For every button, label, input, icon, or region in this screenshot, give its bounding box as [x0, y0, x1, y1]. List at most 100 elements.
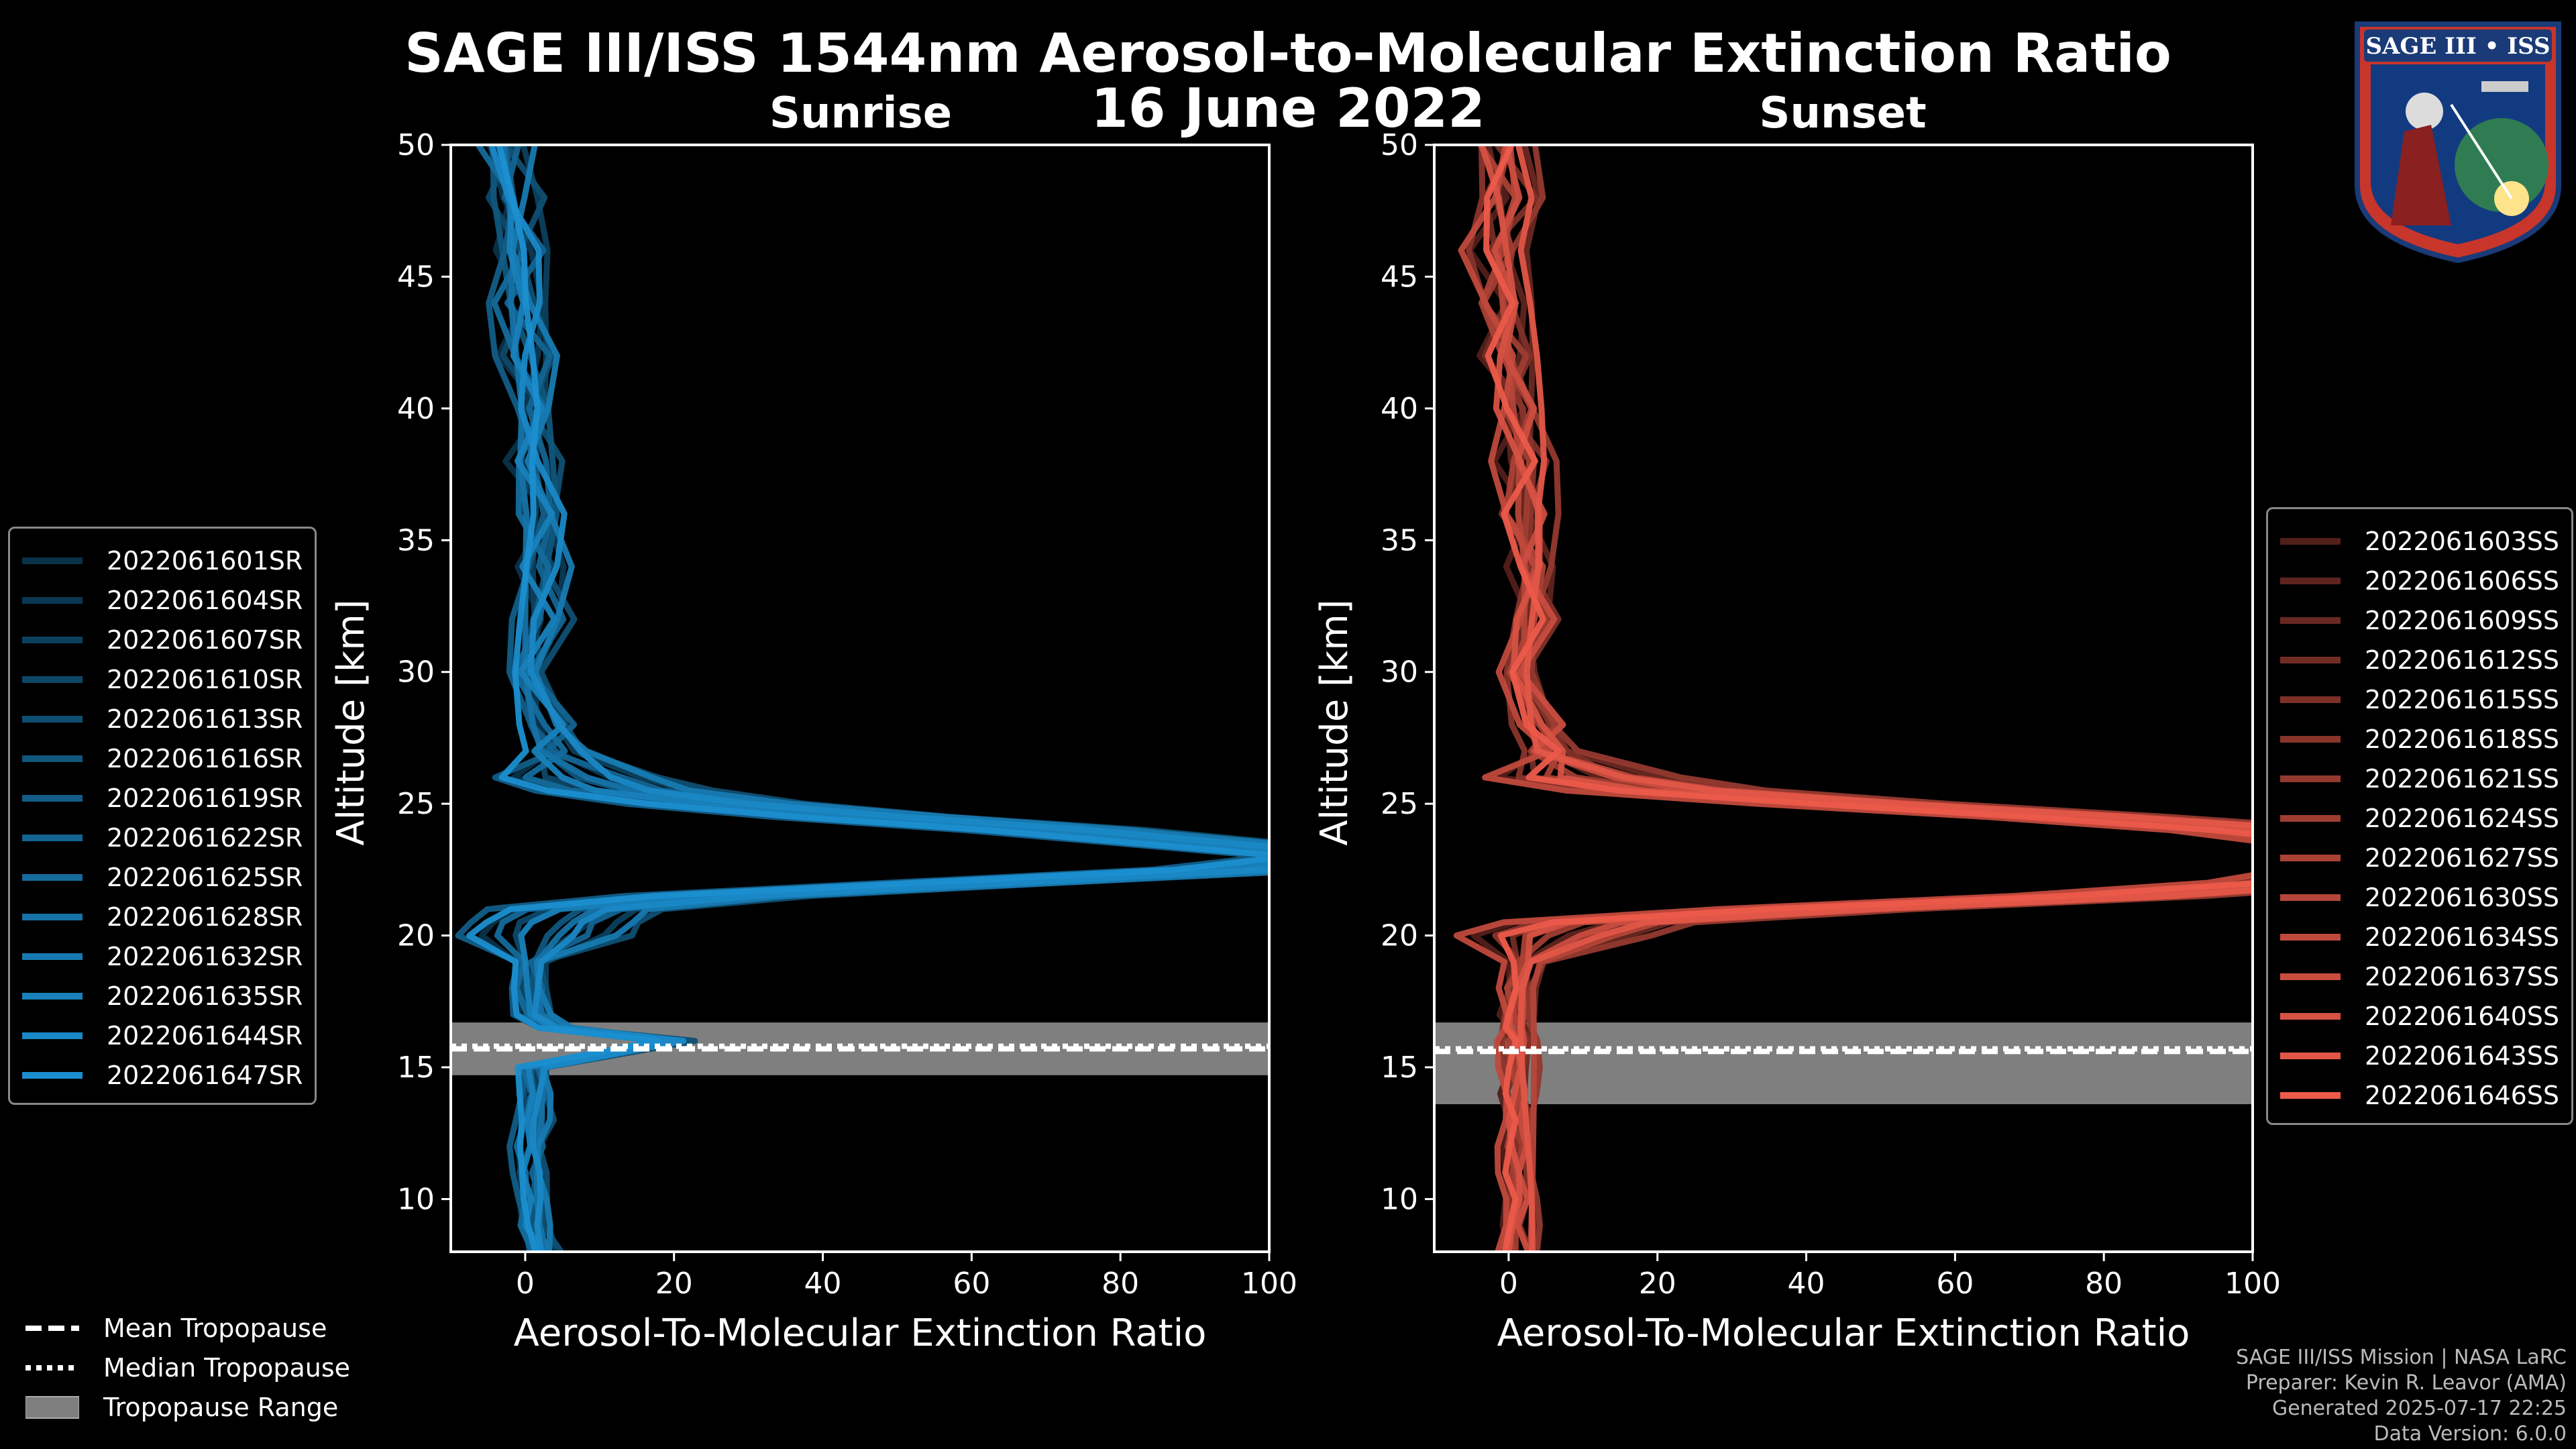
sunrise-ytick-label: 45	[397, 260, 435, 294]
legend-item-2022061619SR: 2022061619SR	[22, 778, 303, 818]
sunrise-plot: 0 20 40 60 80 100 10 15 20 25 30 35 40 45 50 Aerosol-To…	[329, 128, 1297, 1355]
sunrise-xtick-label: 0	[516, 1267, 535, 1301]
legend-swatch	[2280, 616, 2341, 624]
sunset-xtick-label: 80	[2085, 1267, 2123, 1301]
sunrise-xlabel: Aerosol-To-Molecular Extinction Ratio	[514, 1311, 1207, 1355]
legend-swatch	[22, 755, 83, 762]
legend-swatch	[2280, 814, 2341, 822]
sunset-ytick-label: 20	[1381, 919, 1418, 953]
legend-item-2022061601SR: 2022061601SR	[22, 541, 303, 580]
legend-swatch	[2280, 696, 2341, 703]
sunset-ytick-label: 10	[1381, 1182, 1418, 1216]
legend-swatch	[22, 794, 83, 802]
legend-label: 2022061612SS	[2365, 645, 2560, 675]
legend-swatch	[22, 557, 83, 564]
sunset-legend: 2022061603SS 2022061606SS 2022061609SS 2022…	[2266, 507, 2574, 1125]
legend-swatch	[22, 1071, 83, 1079]
credits: SAGE III/ISS Mission | NASA LaRC Prepare…	[2236, 1345, 2567, 1447]
legend-item-2022061646SS: 2022061646SS	[2280, 1075, 2559, 1115]
legend-swatch	[2280, 854, 2341, 861]
legend-label: 2022061604SR	[107, 585, 303, 615]
tropopause-range-label: Tropopause Range	[103, 1392, 339, 1422]
legend-label: 2022061634SS	[2365, 922, 2560, 952]
legend-swatch	[2280, 933, 2341, 941]
legend-swatch	[22, 834, 83, 841]
legend-item-2022061640SS: 2022061640SS	[2280, 996, 2559, 1036]
legend-label: 2022061647SR	[107, 1060, 303, 1090]
legend-label: 2022061637SS	[2365, 961, 2560, 991]
legend-item-2022061643SS: 2022061643SS	[2280, 1036, 2559, 1075]
legend-label: 2022061632SR	[107, 941, 303, 971]
legend-label: 2022061646SS	[2365, 1080, 2560, 1110]
sunrise-ylabel: Altitude [km]	[329, 599, 373, 845]
sunset-ytick-label: 25	[1381, 787, 1418, 821]
sunset-xlabel: Aerosol-To-Molecular Extinction Ratio	[1497, 1311, 2190, 1355]
legend-label: 2022061609SS	[2365, 605, 2560, 635]
sunset-plot: 0 20 40 60 80 100 10 15 20 25 30 35 40 45 50 Aerosol-To…	[1313, 128, 2281, 1355]
legend-item-2022061627SS: 2022061627SS	[2280, 838, 2559, 877]
legend-swatch	[22, 913, 83, 920]
sunset-xtick-label: 100	[2224, 1267, 2281, 1301]
figure-icon	[2391, 125, 2451, 225]
legend-label: 2022061603SS	[2365, 526, 2560, 556]
series-2022061630SS	[1494, 145, 2253, 1252]
legend-label: 2022061618SS	[2365, 724, 2560, 754]
legend-swatch	[2280, 656, 2341, 663]
tropopause-legend: Mean Tropopause Median Tropopause Tropop…	[25, 1308, 350, 1427]
series-2022061628SR	[500, 145, 1269, 1252]
legend-label: 2022061610SR	[107, 664, 303, 694]
sunrise-xtick-label: 20	[655, 1267, 693, 1301]
legend-label: 2022061643SS	[2365, 1040, 2560, 1071]
series-2022061647SR	[466, 145, 1269, 1252]
sunrise-ytick-label: 20	[397, 919, 435, 953]
sunrise-xtick-label: 60	[953, 1267, 990, 1301]
legend-label: 2022061622SR	[107, 822, 303, 853]
legend-label: 2022061640SS	[2365, 1001, 2560, 1031]
sunset-ytick-label: 35	[1381, 523, 1418, 557]
sunrise-ytick-label: 25	[397, 787, 435, 821]
legend-item-2022061610SR: 2022061610SR	[22, 659, 303, 699]
tropopause-range-swatch	[25, 1395, 79, 1419]
series-2022061635SR	[495, 145, 1269, 1252]
series-2022061619SR	[455, 145, 1269, 1252]
sunrise-ytick-label: 15	[397, 1051, 435, 1085]
legend-item-2022061613SR: 2022061613SR	[22, 699, 303, 739]
legend-swatch	[22, 636, 83, 643]
legend-item-2022061607SR: 2022061607SR	[22, 620, 303, 659]
sunrise-ytick-label: 35	[397, 523, 435, 557]
legend-item-2022061635SR: 2022061635SR	[22, 976, 303, 1016]
legend-item-2022061624SS: 2022061624SS	[2280, 798, 2559, 838]
legend-item-2022061616SR: 2022061616SR	[22, 739, 303, 778]
credits-version: Data Version: 6.0.0	[2373, 1422, 2567, 1446]
legend-item-2022061630SS: 2022061630SS	[2280, 877, 2559, 917]
sunset-xtick-label: 0	[1499, 1267, 1518, 1301]
station-icon	[2481, 81, 2528, 92]
sunrise-ytick-label: 10	[397, 1182, 435, 1216]
legend-label: 2022061619SR	[107, 783, 303, 813]
legend-item-2022061637SS: 2022061637SS	[2280, 957, 2559, 996]
legend-swatch	[2280, 735, 2341, 743]
legend-label: 2022061616SR	[107, 743, 303, 773]
mean-tropopause-swatch	[25, 1325, 79, 1331]
legend-swatch	[2280, 894, 2341, 901]
credits-mission: SAGE III/ISS Mission | NASA LaRC	[2236, 1346, 2567, 1369]
credits-generated: Generated 2025-07-17 22:25	[2271, 1397, 2567, 1420]
sunset-xtick-label: 60	[1936, 1267, 1974, 1301]
series-2022061607SR	[520, 145, 1269, 1252]
badge-header-icon	[2364, 30, 2552, 62]
legend-label: 2022061621SS	[2365, 763, 2560, 794]
legend-label: 2022061627SS	[2365, 843, 2560, 873]
legend-label: 2022061615SS	[2365, 684, 2560, 714]
moon-icon	[2406, 93, 2443, 130]
legend-swatch	[2280, 1052, 2341, 1059]
legend-item-2022061612SS: 2022061612SS	[2280, 640, 2559, 680]
legend-tropopause-range: Tropopause Range	[25, 1387, 350, 1427]
series-2022061644SR	[488, 145, 1269, 1252]
sunrise-plot-area	[451, 145, 1269, 1252]
credits-preparer: Preparer: Kevin R. Leavor (AMA)	[2245, 1371, 2567, 1395]
legend-swatch	[22, 676, 83, 683]
sunset-ytick-label: 30	[1381, 655, 1418, 690]
median-tropopause-swatch	[25, 1364, 79, 1371]
sunrise-panel-title: Sunrise	[769, 89, 953, 138]
sunrise-ytick-label: 30	[397, 655, 435, 690]
